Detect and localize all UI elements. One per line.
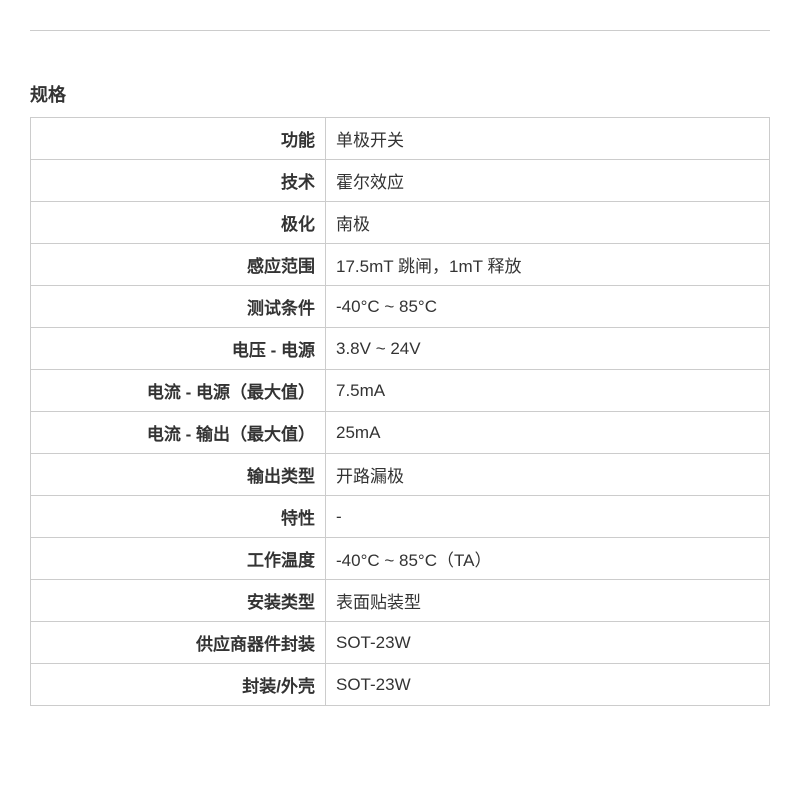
spec-label: 工作温度 xyxy=(31,538,326,580)
horizontal-rule xyxy=(30,30,770,31)
table-row: 电流 - 输出（最大值） 25mA xyxy=(31,412,770,454)
spec-label: 测试条件 xyxy=(31,286,326,328)
spec-value: 表面贴装型 xyxy=(326,580,770,622)
spec-table: 功能 单极开关 技术 霍尔效应 极化 南极 感应范围 17.5mT 跳闸，1mT… xyxy=(30,117,770,706)
spec-value: 7.5mA xyxy=(326,370,770,412)
spec-value: -40°C ~ 85°C（TA） xyxy=(326,538,770,580)
spec-value: 3.8V ~ 24V xyxy=(326,328,770,370)
spec-value: SOT-23W xyxy=(326,664,770,706)
table-row: 安装类型 表面贴装型 xyxy=(31,580,770,622)
table-row: 感应范围 17.5mT 跳闸，1mT 释放 xyxy=(31,244,770,286)
spec-value: 17.5mT 跳闸，1mT 释放 xyxy=(326,244,770,286)
table-row: 特性 - xyxy=(31,496,770,538)
spec-label: 感应范围 xyxy=(31,244,326,286)
spec-value: 霍尔效应 xyxy=(326,160,770,202)
spec-value: 单极开关 xyxy=(326,118,770,160)
spec-label: 特性 xyxy=(31,496,326,538)
table-row: 输出类型 开路漏极 xyxy=(31,454,770,496)
spec-label: 封装/外壳 xyxy=(31,664,326,706)
table-row: 技术 霍尔效应 xyxy=(31,160,770,202)
spec-label: 输出类型 xyxy=(31,454,326,496)
table-row: 测试条件 -40°C ~ 85°C xyxy=(31,286,770,328)
table-row: 功能 单极开关 xyxy=(31,118,770,160)
table-row: 工作温度 -40°C ~ 85°C（TA） xyxy=(31,538,770,580)
spec-label: 技术 xyxy=(31,160,326,202)
spec-label: 极化 xyxy=(31,202,326,244)
spec-value: 南极 xyxy=(326,202,770,244)
table-row: 供应商器件封装 SOT-23W xyxy=(31,622,770,664)
spec-label: 供应商器件封装 xyxy=(31,622,326,664)
table-row: 电流 - 电源（最大值） 7.5mA xyxy=(31,370,770,412)
spec-value: 开路漏极 xyxy=(326,454,770,496)
spec-label: 电流 - 输出（最大值） xyxy=(31,412,326,454)
spec-value: - xyxy=(326,496,770,538)
spec-value: -40°C ~ 85°C xyxy=(326,286,770,328)
section-title: 规格 xyxy=(30,81,770,107)
spec-value: 25mA xyxy=(326,412,770,454)
spec-label: 安装类型 xyxy=(31,580,326,622)
spec-label: 功能 xyxy=(31,118,326,160)
spec-label: 电压 - 电源 xyxy=(31,328,326,370)
table-row: 电压 - 电源 3.8V ~ 24V xyxy=(31,328,770,370)
table-row: 封装/外壳 SOT-23W xyxy=(31,664,770,706)
table-row: 极化 南极 xyxy=(31,202,770,244)
spec-label: 电流 - 电源（最大值） xyxy=(31,370,326,412)
spec-value: SOT-23W xyxy=(326,622,770,664)
